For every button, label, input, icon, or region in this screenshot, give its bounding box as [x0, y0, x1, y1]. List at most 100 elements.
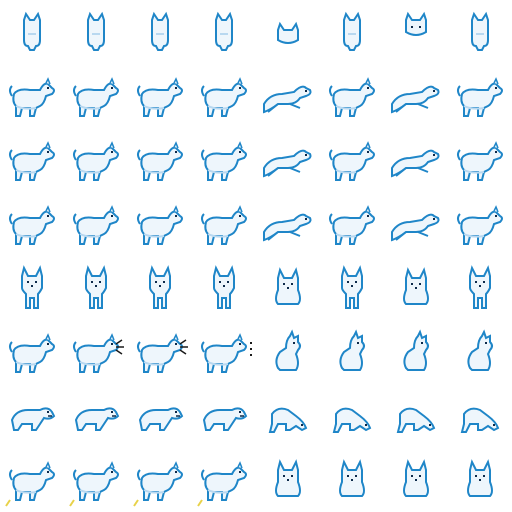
dog-sprite-icon	[403, 329, 429, 371]
dog-sprite-icon	[467, 459, 493, 497]
dog-sprite-icon	[201, 205, 247, 245]
dog-sprite-growl-frame-5	[256, 384, 320, 448]
dog-sprite-icon	[69, 461, 119, 507]
dog-sprite-walk-frame-3	[128, 128, 192, 192]
dog-sprite-icon	[403, 267, 429, 305]
dog-sprite-icon	[339, 329, 365, 371]
dog-sprite-icon	[10, 407, 56, 431]
dog-sprite-back-frame-6	[320, 0, 384, 64]
dog-sprite-front-frame-4	[192, 256, 256, 320]
dog-sprite-trot-frame-3	[128, 192, 192, 256]
dog-sprite-run-frame-2	[64, 64, 128, 128]
dog-sprite-icon	[277, 21, 299, 44]
dog-sprite-icon	[21, 265, 43, 309]
dog-sprite-icon	[9, 333, 55, 373]
dog-sprite-front-frame-8	[448, 256, 512, 320]
dog-sprite-run-frame-6	[320, 64, 384, 128]
dog-sprite-icon	[341, 265, 363, 309]
dog-sprite-back-frame-7	[384, 0, 448, 64]
dog-sprite-back-frame-5	[256, 0, 320, 64]
dog-sprite-growl-frame-7	[384, 384, 448, 448]
dog-sprite-growl-frame-8	[448, 384, 512, 448]
dog-sprite-icon	[9, 77, 55, 117]
dog-sprite-icon	[263, 213, 312, 242]
dog-sprite-icon	[73, 205, 119, 245]
dog-sprite-icon	[73, 333, 124, 373]
dog-sprite-icon	[275, 267, 301, 305]
dog-sprite-pee-frame-7	[384, 448, 448, 512]
dog-sprite-icon	[73, 77, 119, 117]
dog-sprite-front-frame-6	[320, 256, 384, 320]
dog-sprite-icon	[201, 77, 247, 117]
dog-sprite-walk-frame-7	[384, 128, 448, 192]
dog-sprite-icon	[215, 11, 233, 51]
dog-sprite-icon	[263, 149, 312, 178]
dog-sprite-icon	[133, 461, 183, 507]
dog-sprite-icon	[469, 265, 491, 309]
dog-sprite-bark-frame-7	[384, 320, 448, 384]
dog-sprite-icon	[275, 329, 301, 371]
dog-sprite-trot-frame-6	[320, 192, 384, 256]
dog-sprite-icon	[85, 265, 107, 309]
dog-sprite-icon	[391, 213, 440, 242]
dog-sprite-icon	[329, 205, 375, 245]
dog-sprite-back-frame-3	[128, 0, 192, 64]
dog-sprite-walk-frame-8	[448, 128, 512, 192]
dog-sprite-walk-frame-4	[192, 128, 256, 192]
dog-sprite-pee-frame-8	[448, 448, 512, 512]
dog-sprite-icon	[137, 333, 188, 373]
dog-sprite-icon	[74, 407, 120, 431]
dog-sprite-icon	[467, 329, 493, 371]
dog-sprite-bark-frame-1	[0, 320, 64, 384]
dog-sprite-icon	[339, 459, 365, 497]
dog-sprite-run-frame-5	[256, 64, 320, 128]
dog-sprite-front-frame-5	[256, 256, 320, 320]
dog-sprite-trot-frame-5	[256, 192, 320, 256]
dog-sprite-icon	[457, 77, 503, 117]
dog-sprite-growl-frame-2	[64, 384, 128, 448]
dog-sprite-icon	[460, 407, 500, 433]
dog-sprite-walk-frame-5	[256, 128, 320, 192]
dog-sprite-icon	[396, 407, 436, 433]
dog-sprite-icon	[329, 77, 375, 117]
dog-sprite-icon	[9, 205, 55, 245]
dog-sprite-icon	[263, 85, 312, 114]
dog-sprite-growl-frame-1	[0, 384, 64, 448]
dog-sprite-icon	[391, 149, 440, 178]
dog-sprite-bark-frame-6	[320, 320, 384, 384]
dog-sprite-icon	[329, 141, 375, 181]
dog-sprite-front-frame-3	[128, 256, 192, 320]
dog-sprite-back-frame-4	[192, 0, 256, 64]
dog-sprite-back-frame-8	[448, 0, 512, 64]
dog-sprite-growl-frame-3	[128, 384, 192, 448]
dog-sprite-icon	[23, 11, 41, 51]
dog-sprite-bark-frame-5	[256, 320, 320, 384]
dog-sprite-icon	[457, 205, 503, 245]
dog-sprite-front-frame-1	[0, 256, 64, 320]
dog-sprite-growl-frame-4	[192, 384, 256, 448]
dog-sprite-walk-frame-2	[64, 128, 128, 192]
dog-sprite-run-frame-8	[448, 64, 512, 128]
dog-sprite-icon	[73, 141, 119, 181]
dog-sprite-icon	[471, 11, 489, 51]
dog-sprite-pee-frame-2	[64, 448, 128, 512]
dog-sprite-icon	[457, 141, 503, 181]
dog-sprite-icon	[149, 265, 171, 309]
dog-sprite-icon	[391, 85, 440, 114]
dog-sprite-icon	[343, 11, 361, 51]
dog-sprite-trot-frame-8	[448, 192, 512, 256]
dog-sprite-icon	[201, 141, 247, 181]
dog-sprite-bark-frame-3	[128, 320, 192, 384]
dog-sprite-icon	[137, 77, 183, 117]
dog-sprite-icon	[137, 205, 183, 245]
dog-sprite-pee-frame-1	[0, 448, 64, 512]
dog-sprite-icon	[151, 11, 169, 51]
dog-sprite-icon	[137, 141, 183, 181]
dog-sprite-bark-frame-4	[192, 320, 256, 384]
dog-sprite-trot-frame-4	[192, 192, 256, 256]
dog-sprite-walk-frame-6	[320, 128, 384, 192]
dog-sprite-back-frame-2	[64, 0, 128, 64]
dog-sprite-icon	[213, 265, 235, 309]
dog-sprite-run-frame-4	[192, 64, 256, 128]
